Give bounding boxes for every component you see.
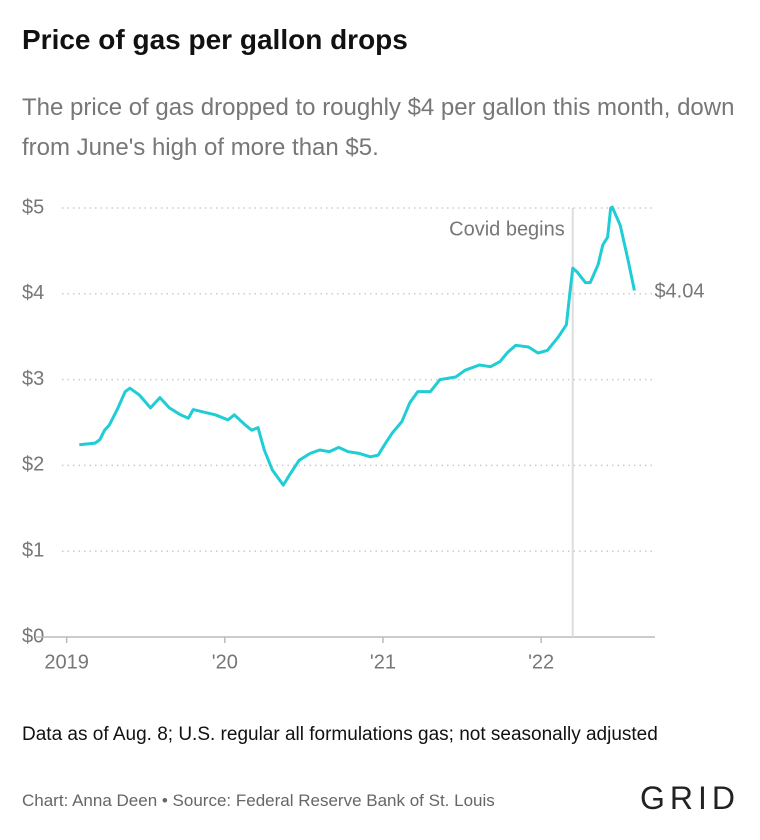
y-tick-label: $2 (22, 454, 44, 476)
annotation-text: Covid begins (449, 218, 565, 240)
x-tick-label: 2019 (44, 651, 89, 673)
y-tick-label: $1 (22, 539, 44, 561)
chart-title: Price of gas per gallon drops (22, 24, 408, 55)
value-label: $4.04 (654, 281, 704, 303)
note: Data as of Aug. 8; U.S. regular all form… (22, 724, 658, 745)
chart-subtitle: The price of gas dropped to roughly $4 p… (22, 94, 735, 161)
y-tick-label: $4 (22, 282, 44, 304)
line (79, 205, 636, 487)
logo: GRID (640, 780, 740, 816)
x-tick-label: '21 (370, 651, 396, 673)
y-tick-label: $0 (22, 625, 44, 647)
source: Chart: Anna Deen • Source: Federal Reser… (22, 791, 495, 810)
y-tick-label: $3 (22, 368, 44, 390)
x-tick-label: '20 (212, 651, 238, 673)
y-tick-label: $5 (22, 196, 44, 218)
x-tick-label: '22 (528, 651, 554, 673)
chart: $0 $1 $2 $3 $4 $5 2019 '20 '21 '22 Covid begins $4.… (22, 196, 705, 673)
